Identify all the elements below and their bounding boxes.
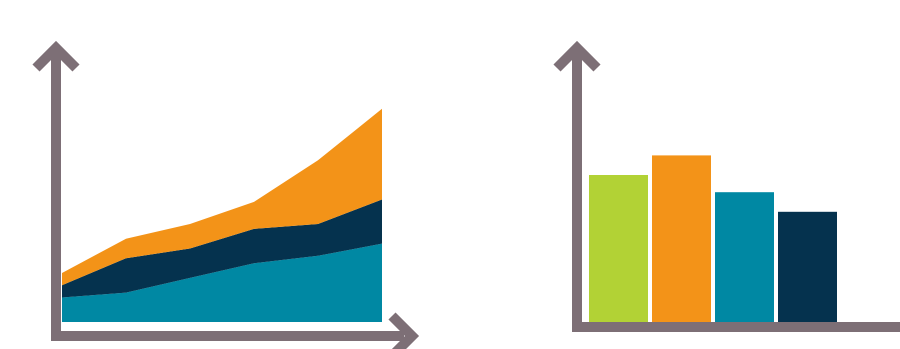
- area-axes: [32, 40, 420, 349]
- stacked-area-chart: [32, 40, 420, 349]
- area-x-axis-arrowhead: [388, 312, 420, 349]
- area-series-2: [62, 199, 382, 298]
- area-y-axis-arrowhead: [32, 40, 80, 72]
- area-series-3: [62, 108, 382, 286]
- bar-1: [589, 175, 648, 322]
- bar-marks: [589, 155, 837, 323]
- bar-4: [778, 211, 837, 323]
- bar-2: [652, 155, 711, 322]
- bar-y-axis-arrowhead: [553, 40, 601, 72]
- bar-axes: [553, 40, 900, 332]
- area-series-1: [62, 243, 382, 322]
- area-layers: [62, 108, 382, 322]
- bar-chart: [553, 40, 900, 332]
- bar-3: [715, 192, 774, 322]
